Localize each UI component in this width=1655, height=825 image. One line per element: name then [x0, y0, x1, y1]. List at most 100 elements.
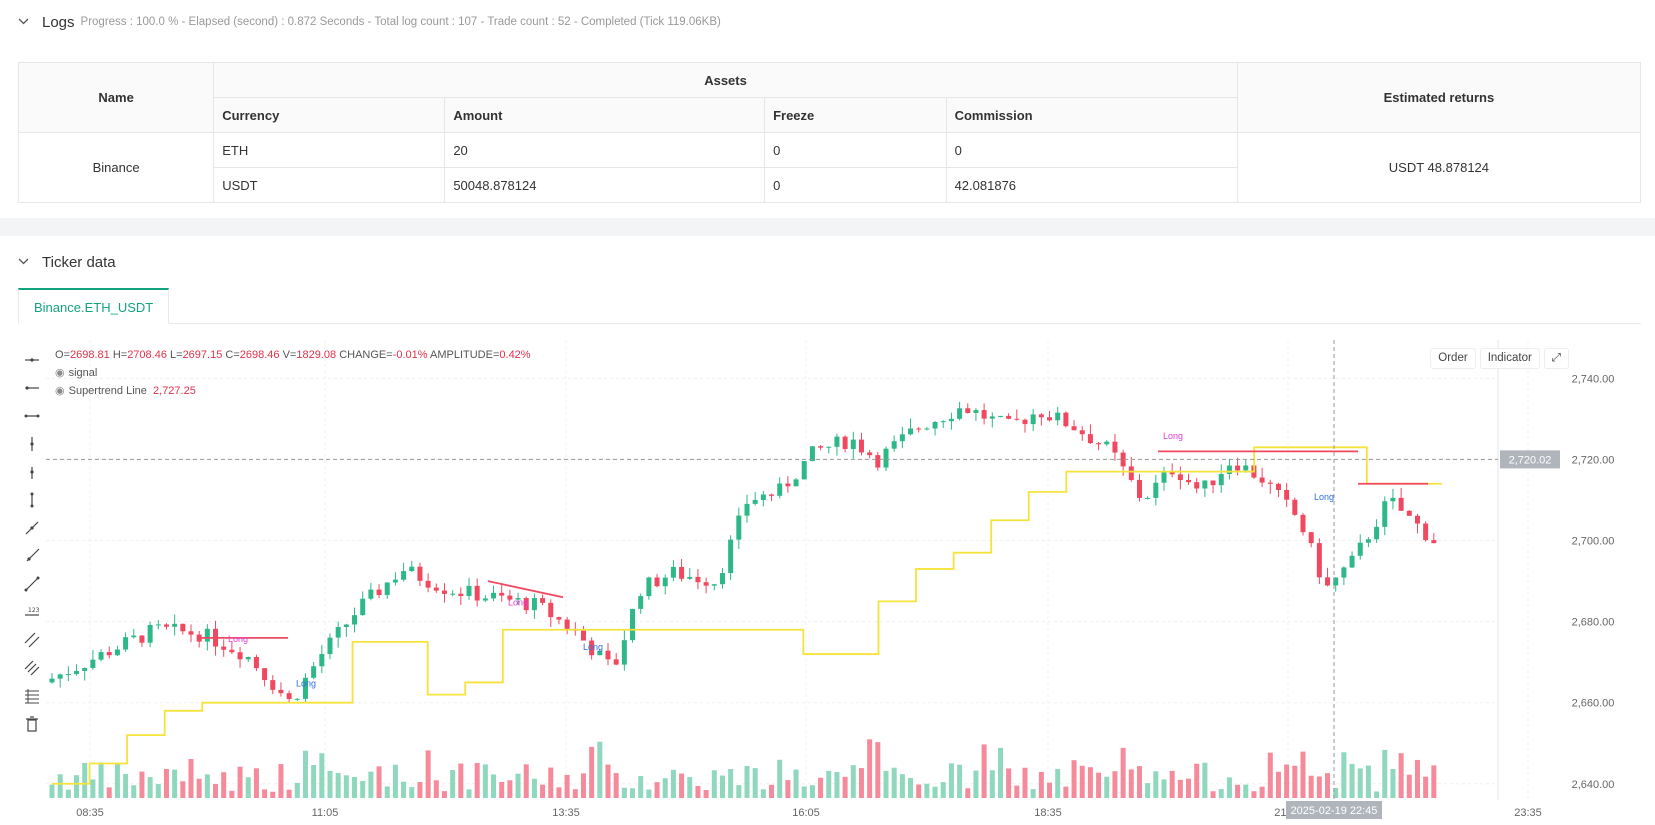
- candle-body: [270, 680, 276, 690]
- candle-body: [433, 587, 439, 591]
- horizontal-line-icon[interactable]: [18, 346, 46, 374]
- volume-bar: [679, 773, 685, 798]
- vertical-segment-icon[interactable]: [18, 486, 46, 514]
- logs-header[interactable]: Logs Progress : 100.0 % - Elapsed (secon…: [0, 0, 1655, 44]
- segment-icon[interactable]: [18, 570, 46, 598]
- volume-bar: [139, 771, 145, 798]
- tab-binance-eth-usdt[interactable]: Binance.ETH_USDT: [18, 288, 170, 324]
- volume-bar: [1316, 776, 1322, 798]
- current-price-tag: [1500, 450, 1560, 469]
- volume-bar: [597, 741, 603, 798]
- extended-line-icon[interactable]: [18, 402, 46, 430]
- candle-body: [1014, 418, 1020, 420]
- volume-bar: [335, 772, 341, 798]
- vertical-line-icon[interactable]: [18, 430, 46, 458]
- candle-body: [57, 674, 63, 679]
- fullscreen-icon[interactable]: ⤢: [1543, 348, 1569, 369]
- trash-icon[interactable]: [18, 710, 46, 738]
- candle-body: [1128, 466, 1134, 480]
- volume-bar: [1431, 765, 1437, 798]
- volume-bar: [499, 781, 505, 798]
- candle-body: [924, 428, 930, 430]
- volume-bar: [491, 774, 497, 798]
- eye-icon[interactable]: ◉: [55, 367, 65, 379]
- volume-bar: [376, 766, 382, 798]
- volume-bar: [213, 784, 219, 798]
- candle-body: [1374, 526, 1380, 540]
- candle-body: [1275, 483, 1281, 490]
- volume-bar: [1210, 791, 1216, 798]
- legend-signal[interactable]: ◉ signal: [55, 367, 98, 379]
- chevron-down-icon[interactable]: [18, 16, 30, 28]
- volume-bar: [311, 765, 317, 798]
- candle-body: [1202, 480, 1208, 489]
- long-signal-label: Long: [296, 678, 316, 688]
- volume-bar: [98, 762, 104, 798]
- ticker-header[interactable]: Ticker data: [0, 240, 1655, 284]
- fibonacci-icon[interactable]: [18, 682, 46, 710]
- candle-body: [302, 677, 308, 699]
- parallel-channel-icon[interactable]: [18, 626, 46, 654]
- volume-bar: [1055, 769, 1061, 798]
- price-chart[interactable]: 2,740.00 2,720.00 2,700.00 2,680.00 2,660.00…: [18, 340, 1655, 825]
- volume-bar: [327, 770, 333, 798]
- eye-icon[interactable]: ◉: [55, 385, 65, 397]
- header-commission: Commission: [945, 97, 1238, 133]
- volume-bar: [1136, 766, 1142, 798]
- volume-bar: [818, 777, 824, 798]
- indicator-button[interactable]: Indicator: [1479, 348, 1540, 369]
- volume-bar: [1390, 768, 1396, 798]
- candle-body: [785, 483, 791, 487]
- candle-body: [65, 674, 71, 676]
- volume-bar: [1325, 773, 1331, 798]
- candle-body: [123, 637, 129, 650]
- candle-body: [965, 408, 971, 413]
- volume-bar: [368, 771, 374, 798]
- chevron-down-icon[interactable]: [18, 256, 30, 268]
- volume-bar: [834, 772, 840, 798]
- candle-body: [891, 441, 897, 449]
- candle-body: [1030, 414, 1036, 425]
- volume-bar: [1014, 785, 1020, 798]
- volume-bar: [286, 789, 292, 798]
- order-button[interactable]: Order: [1430, 348, 1476, 369]
- volume-bar: [352, 776, 358, 798]
- candle-body: [744, 503, 750, 516]
- volume-bar: [899, 774, 905, 798]
- volume-bar: [744, 765, 750, 798]
- time-tick-label: 16:05: [792, 807, 820, 819]
- volume-bar: [809, 785, 815, 798]
- candle-body: [1235, 465, 1241, 471]
- candle-body: [858, 439, 864, 453]
- volume-bar: [319, 753, 325, 798]
- volume-bar: [474, 763, 480, 798]
- volume-bar: [662, 778, 668, 798]
- price-line-icon[interactable]: 123: [18, 598, 46, 626]
- volume-bar: [1300, 751, 1306, 798]
- volume-bar: [515, 773, 521, 798]
- ticker-tab-bar: Binance.ETH_USDT: [18, 288, 1641, 324]
- ray-icon[interactable]: [18, 542, 46, 570]
- price-channel-icon[interactable]: [18, 654, 46, 682]
- candle-body: [916, 428, 922, 430]
- vertical-ray-icon[interactable]: [18, 458, 46, 486]
- candle-body: [662, 577, 668, 587]
- candle-body: [417, 566, 423, 581]
- candle-body: [826, 446, 832, 448]
- volume-bar: [924, 783, 930, 798]
- horizontal-ray-icon[interactable]: [18, 374, 46, 402]
- trend-line-icon[interactable]: [18, 514, 46, 542]
- logs-meta: Progress : 100.0 % - Elapsed (second) : …: [80, 16, 721, 28]
- volume-bar: [760, 789, 766, 798]
- volume-bar: [973, 770, 979, 798]
- legend-supertrend[interactable]: ◉ Supertrend Line 2,727.25: [55, 385, 196, 397]
- candle-body: [613, 659, 619, 665]
- volume-bar: [1096, 772, 1102, 798]
- volume-bar: [401, 781, 407, 798]
- ticker-title: Ticker data: [42, 253, 116, 271]
- svg-text:123: 123: [28, 607, 40, 614]
- candle-body: [392, 579, 398, 583]
- candle-body: [1120, 452, 1126, 467]
- volume-bar: [65, 789, 71, 798]
- volume-bar: [989, 770, 995, 798]
